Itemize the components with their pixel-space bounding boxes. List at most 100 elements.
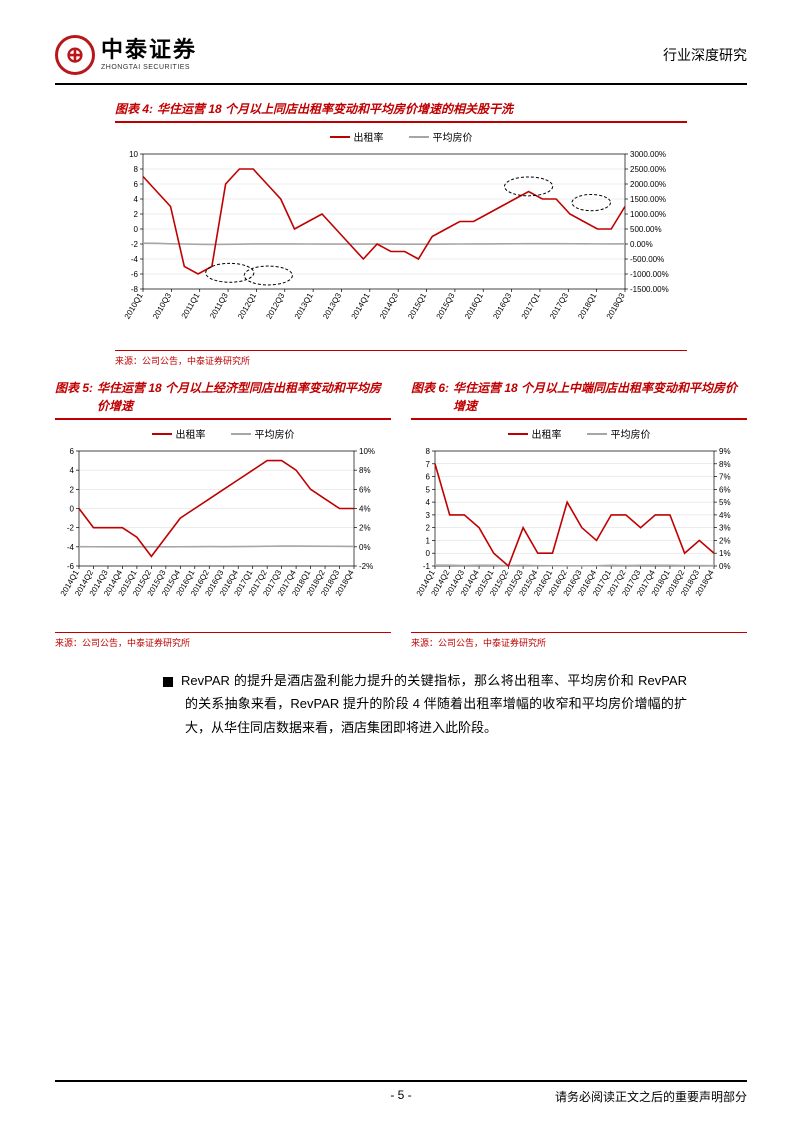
figure-6-chart: -10123456780%1%2%3%4%5%6%7%8%9%2014Q1201…: [411, 446, 746, 621]
svg-text:3: 3: [426, 511, 431, 520]
svg-text:2: 2: [70, 485, 75, 494]
figure-5-prefix: 图表 5:: [55, 379, 93, 415]
svg-text:0: 0: [426, 549, 431, 558]
legend-label-2: 平均房价: [255, 426, 295, 441]
svg-text:0.00%: 0.00%: [630, 240, 653, 249]
logo-en-text: ZHONGTAI SECURITIES: [101, 64, 197, 71]
svg-text:2014Q3: 2014Q3: [378, 291, 400, 321]
svg-text:2012Q1: 2012Q1: [236, 291, 258, 321]
svg-text:6%: 6%: [719, 485, 731, 494]
svg-text:2011Q3: 2011Q3: [208, 291, 230, 320]
figure-6-legend: 出租率 平均房价: [411, 426, 747, 441]
figure-4-rule-bottom: [115, 350, 687, 351]
svg-text:2017Q1: 2017Q1: [520, 291, 542, 321]
figure-5: 图表 5: 华住运营 18 个月以上经济型同店出租率变动和平均房价增速 出租率 …: [55, 379, 391, 649]
svg-text:10: 10: [129, 150, 138, 159]
logo-cn-text: 中泰证券: [101, 39, 197, 61]
legend-swatch-2: [587, 433, 607, 435]
figure-5-chart: -6-4-20246-2%0%2%4%6%8%10%2014Q12014Q220…: [55, 446, 390, 621]
svg-text:500.00%: 500.00%: [630, 225, 662, 234]
figure-6-rule: [411, 418, 747, 420]
legend-swatch-1: [508, 433, 528, 435]
figure-4-prefix: 图表 4:: [115, 100, 153, 118]
svg-text:-2%: -2%: [359, 562, 373, 571]
svg-text:-500.00%: -500.00%: [630, 255, 664, 264]
svg-text:2011Q1: 2011Q1: [180, 291, 202, 320]
svg-text:2%: 2%: [359, 524, 371, 533]
svg-text:2500.00%: 2500.00%: [630, 165, 666, 174]
figure-5-rule-bottom: [55, 632, 391, 633]
svg-text:2013Q1: 2013Q1: [293, 291, 315, 321]
svg-text:2016Q1: 2016Q1: [463, 291, 485, 321]
svg-text:-4: -4: [67, 543, 75, 552]
svg-text:1500.00%: 1500.00%: [630, 195, 666, 204]
svg-text:2015Q3: 2015Q3: [435, 291, 457, 321]
figure-4-rule: [115, 121, 687, 123]
bullet-icon: [163, 677, 173, 687]
svg-text:1%: 1%: [719, 549, 731, 558]
svg-text:8%: 8%: [359, 466, 371, 475]
svg-text:4: 4: [134, 195, 139, 204]
figure-4: 图表 4: 华住运营 18 个月以上同店出租率变动和平均房价增速的相关股干洗 出…: [115, 100, 687, 367]
svg-text:2012Q3: 2012Q3: [264, 291, 286, 321]
svg-text:4: 4: [426, 498, 431, 507]
figure-4-legend: 出租率 平均房价: [115, 129, 687, 144]
brand-logo: ⊕ 中泰证券 ZHONGTAI SECURITIES: [55, 35, 197, 75]
svg-text:2: 2: [426, 524, 431, 533]
legend-swatch-2: [231, 433, 251, 435]
svg-text:3%: 3%: [719, 524, 731, 533]
svg-text:-2: -2: [131, 240, 139, 249]
figure-6-source: 来源：公司公告，中泰证券研究所: [411, 636, 747, 649]
svg-text:4%: 4%: [719, 511, 731, 520]
legend-swatch-2: [409, 136, 429, 138]
svg-text:-4: -4: [131, 255, 139, 264]
figure-5-rule: [55, 418, 391, 420]
svg-text:0: 0: [134, 225, 139, 234]
figure-4-chart: -8-6-4-20246810-1500.00%-1000.00%-500.00…: [115, 149, 675, 339]
svg-text:0: 0: [70, 505, 75, 514]
svg-text:2016Q3: 2016Q3: [491, 291, 513, 321]
page-number: - 5 -: [390, 1088, 411, 1102]
legend-swatch-1: [330, 136, 350, 138]
paragraph-text: RevPAR 的提升是酒店盈利能力提升的关键指标，那么将出租率、平均房价和 Re…: [181, 673, 687, 735]
logo-icon: ⊕: [55, 35, 95, 75]
footer-disclaimer: 请务必阅读正文之后的重要声明部分: [555, 1088, 747, 1105]
svg-text:8: 8: [134, 165, 139, 174]
svg-text:0%: 0%: [719, 562, 731, 571]
legend-swatch-1: [152, 433, 172, 435]
svg-text:2013Q3: 2013Q3: [321, 291, 343, 321]
svg-text:0%: 0%: [359, 543, 371, 552]
svg-text:2%: 2%: [719, 536, 731, 545]
svg-text:3000.00%: 3000.00%: [630, 150, 666, 159]
figure-5-title: 华住运营 18 个月以上经济型同店出租率变动和平均房价增速: [97, 379, 391, 415]
svg-text:2: 2: [134, 210, 139, 219]
svg-text:2018Q1: 2018Q1: [576, 291, 598, 321]
svg-text:4%: 4%: [359, 505, 371, 514]
legend-label-1: 出租率: [354, 129, 384, 144]
svg-text:6: 6: [70, 447, 75, 456]
svg-text:8: 8: [426, 447, 431, 456]
svg-text:10%: 10%: [359, 447, 375, 456]
figure-6-rule-bottom: [411, 632, 747, 633]
figure-5-legend: 出租率 平均房价: [55, 426, 391, 441]
svg-text:6: 6: [426, 473, 431, 482]
figure-4-title: 华住运营 18 个月以上同店出租率变动和平均房价增速的相关股干洗: [157, 100, 513, 118]
figure-6-prefix: 图表 6:: [411, 379, 449, 415]
svg-text:-2: -2: [67, 524, 75, 533]
figure-6-title: 华住运营 18 个月以上中端同店出租率变动和平均房价增速: [453, 379, 747, 415]
svg-text:2010Q1: 2010Q1: [123, 291, 145, 321]
svg-text:4: 4: [70, 466, 75, 475]
svg-text:2017Q3: 2017Q3: [548, 291, 570, 321]
svg-text:6%: 6%: [359, 485, 371, 494]
figure-6: 图表 6: 华住运营 18 个月以上中端同店出租率变动和平均房价增速 出租率 平…: [411, 379, 747, 649]
legend-label-1: 出租率: [532, 426, 562, 441]
svg-text:7%: 7%: [719, 473, 731, 482]
figure-5-source: 来源：公司公告，中泰证券研究所: [55, 636, 391, 649]
page-footer: - 5 - 请务必阅读正文之后的重要声明部分: [55, 1080, 747, 1105]
svg-text:7: 7: [426, 460, 431, 469]
page-header: ⊕ 中泰证券 ZHONGTAI SECURITIES 行业深度研究: [55, 35, 747, 85]
legend-label-2: 平均房价: [433, 129, 473, 144]
doc-category: 行业深度研究: [663, 35, 747, 65]
svg-text:8%: 8%: [719, 460, 731, 469]
svg-text:2010Q3: 2010Q3: [151, 291, 173, 321]
